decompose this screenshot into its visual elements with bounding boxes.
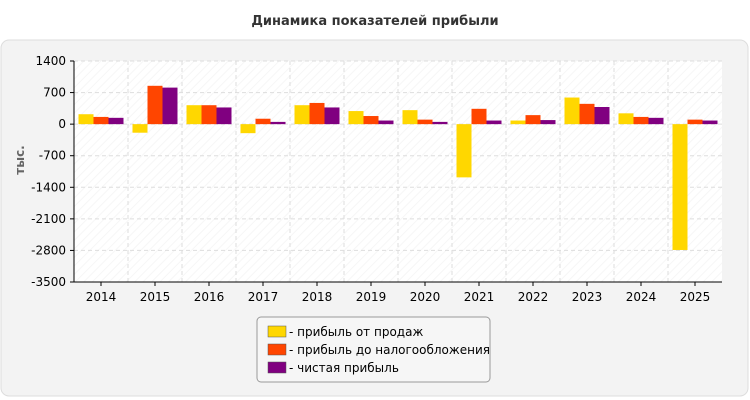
bar-2023-s2: [579, 103, 595, 125]
bar-2019-s3: [378, 120, 394, 125]
bar-2017-s1: [240, 124, 256, 134]
bar-2017-s2: [255, 118, 271, 125]
bar-2014-s3: [108, 117, 124, 125]
bar-2025-s1: [672, 124, 688, 250]
bar-2025-s2: [687, 119, 703, 125]
bar-2022-s3: [540, 120, 556, 125]
x-tick-label: 2022: [518, 290, 549, 304]
y-tick-label: -2100: [31, 212, 66, 226]
bar-2018-s3: [324, 107, 340, 125]
bar-2024-s2: [633, 116, 649, 125]
bar-2016-s2: [201, 105, 217, 125]
bar-2025-s3: [702, 120, 718, 125]
x-tick-labels: 2014 2015 2016 2017 2018 2019 2020 2021 2022 2023…: [86, 290, 711, 304]
bar-2017-s3: [270, 121, 286, 125]
bar-2018-s1: [294, 105, 310, 125]
bar-2022-s1: [510, 120, 526, 125]
bar-2016-s3: [216, 107, 232, 125]
x-tick-label: 2020: [410, 290, 441, 304]
legend-label-s1: - прибыль от продаж: [289, 325, 423, 339]
bar-2014-s1: [78, 114, 94, 125]
y-tick-label: -2800: [31, 243, 66, 257]
x-tick-label: 2016: [194, 290, 225, 304]
x-tick-label: 2025: [680, 290, 711, 304]
bar-2024-s1: [618, 113, 634, 125]
y-tick-labels: 1400 700 0 -700 -1400 -2100 -2800 -3500: [31, 54, 66, 289]
x-tick-label: 2018: [302, 290, 333, 304]
bar-2019-s2: [363, 116, 379, 125]
x-tick-label: 2014: [86, 290, 117, 304]
bar-2020-s1: [402, 110, 418, 125]
bar-2020-s3: [432, 121, 448, 125]
y-axis-label: тыс.: [13, 145, 27, 174]
y-tick-label: -3500: [31, 275, 66, 289]
legend-swatch-s3: [267, 361, 287, 374]
y-tick-label: 0: [58, 117, 66, 131]
bar-2021-s3: [486, 120, 502, 125]
x-tick-label: 2023: [572, 290, 603, 304]
bar-2021-s1: [456, 124, 472, 178]
bar-2021-s2: [471, 108, 487, 125]
axes: [70, 60, 722, 286]
bar-2014-s2: [93, 116, 109, 125]
legend-box: [256, 316, 491, 383]
y-tick-label: 700: [43, 86, 66, 100]
legend-label-s2: - прибыль до налогообложения: [289, 343, 490, 357]
bar-2019-s1: [348, 111, 364, 125]
legend: - прибыль от продаж - прибыль до налогооб…: [256, 316, 491, 383]
x-tick-label: 2021: [464, 290, 495, 304]
y-tick-label: 1400: [35, 54, 66, 68]
y-tick-label: -1400: [31, 180, 66, 194]
bar-2023-s1: [564, 97, 580, 125]
x-tick-label: 2019: [356, 290, 387, 304]
bar-2018-s2: [309, 102, 325, 125]
x-tick-label: 2017: [248, 290, 279, 304]
x-tick-label: 2015: [140, 290, 171, 304]
bar-2022-s2: [525, 115, 541, 125]
bar-2024-s3: [648, 117, 664, 125]
bar-2020-s2: [417, 119, 433, 125]
legend-swatch-s2: [267, 343, 287, 356]
legend-swatch-s1: [267, 325, 287, 338]
bar-2016-s1: [186, 105, 202, 125]
x-tick-label: 2024: [626, 290, 657, 304]
bar-2015-s2: [147, 85, 163, 125]
legend-label-s3: - чистая прибыль: [289, 361, 399, 375]
bar-2023-s3: [594, 107, 610, 125]
bar-2015-s1: [132, 124, 148, 133]
bars: [78, 85, 718, 250]
chart-title: Динамика показателей прибыли: [251, 14, 498, 29]
y-tick-label: -700: [39, 149, 66, 163]
bar-2015-s3: [162, 87, 178, 125]
